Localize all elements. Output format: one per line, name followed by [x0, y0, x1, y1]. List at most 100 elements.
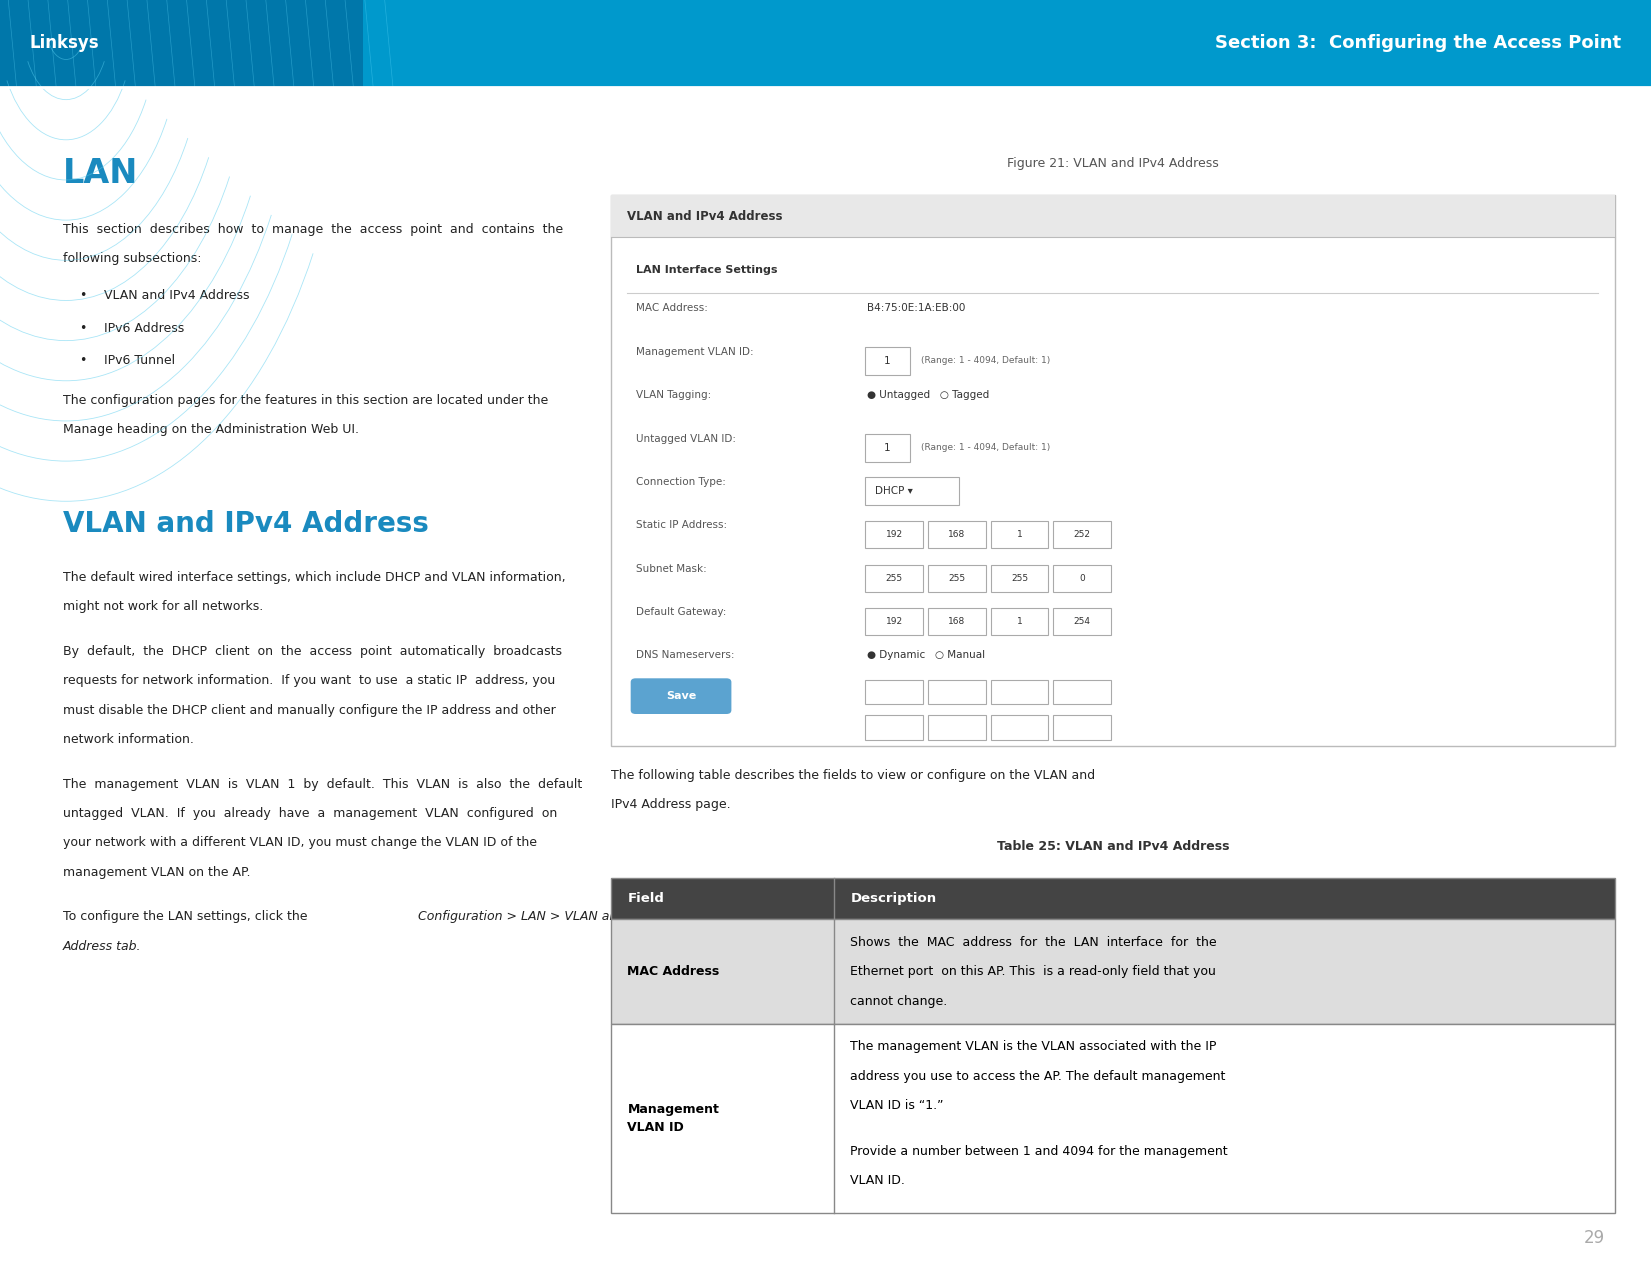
Text: MAC Address: MAC Address [627, 965, 720, 978]
Text: 254: 254 [1073, 617, 1091, 626]
Text: Section 3:  Configuring the Access Point: Section 3: Configuring the Access Point [1215, 34, 1621, 52]
FancyBboxPatch shape [611, 1024, 1615, 1213]
Text: B4:75:0E:1A:EB:00: B4:75:0E:1A:EB:00 [867, 303, 966, 314]
FancyBboxPatch shape [865, 521, 923, 548]
Text: VLAN ID.: VLAN ID. [850, 1174, 905, 1187]
Text: Save: Save [665, 691, 697, 701]
Text: DNS Nameservers:: DNS Nameservers: [636, 650, 735, 660]
FancyBboxPatch shape [0, 0, 363, 87]
Text: IPv6 Tunnel: IPv6 Tunnel [104, 354, 175, 367]
Text: MAC Address:: MAC Address: [636, 303, 708, 314]
FancyBboxPatch shape [928, 565, 986, 592]
FancyBboxPatch shape [928, 521, 986, 548]
Text: Shows  the  MAC  address  for  the  LAN  interface  for  the: Shows the MAC address for the LAN interf… [850, 936, 1217, 949]
Text: (Range: 1 - 4094, Default: 1): (Range: 1 - 4094, Default: 1) [921, 442, 1050, 453]
Text: VLAN and IPv4 Address: VLAN and IPv4 Address [63, 510, 429, 538]
Text: IPv4 Address page.: IPv4 Address page. [611, 798, 730, 811]
Text: The default wired interface settings, which include DHCP and VLAN information,: The default wired interface settings, wh… [63, 571, 565, 584]
Text: Table 25: VLAN and IPv4 Address: Table 25: VLAN and IPv4 Address [997, 840, 1228, 853]
Text: (Range: 1 - 4094, Default: 1): (Range: 1 - 4094, Default: 1) [921, 356, 1050, 366]
FancyBboxPatch shape [928, 608, 986, 635]
Text: Management
VLAN ID: Management VLAN ID [627, 1103, 720, 1133]
Text: DHCP ▾: DHCP ▾ [875, 486, 913, 496]
FancyBboxPatch shape [865, 477, 959, 505]
Text: 255: 255 [885, 574, 903, 583]
Text: Untagged VLAN ID:: Untagged VLAN ID: [636, 434, 736, 444]
FancyBboxPatch shape [631, 678, 731, 714]
FancyBboxPatch shape [991, 715, 1048, 740]
Text: Linksys: Linksys [30, 34, 99, 52]
Text: •: • [79, 354, 86, 367]
Text: VLAN ID is “1.”: VLAN ID is “1.” [850, 1099, 944, 1112]
Text: By  default,  the  DHCP  client  on  the  access  point  automatically  broadcas: By default, the DHCP client on the acces… [63, 645, 561, 658]
FancyBboxPatch shape [865, 680, 923, 704]
Text: Ethernet port  on this AP. This  is a read-only field that you: Ethernet port on this AP. This is a read… [850, 965, 1217, 978]
Text: 1: 1 [1017, 617, 1022, 626]
Text: 1: 1 [883, 356, 892, 366]
FancyBboxPatch shape [865, 347, 910, 375]
FancyBboxPatch shape [1053, 680, 1111, 704]
Text: Management VLAN ID:: Management VLAN ID: [636, 347, 753, 357]
FancyBboxPatch shape [928, 680, 986, 704]
Text: The  management  VLAN  is  VLAN  1  by  default.  This  VLAN  is  also  the  def: The management VLAN is VLAN 1 by default… [63, 778, 583, 790]
Text: •: • [79, 289, 86, 302]
Text: Default Gateway:: Default Gateway: [636, 607, 726, 617]
Text: ● Untagged   ○ Tagged: ● Untagged ○ Tagged [867, 390, 989, 400]
Text: 252: 252 [1073, 530, 1091, 539]
FancyBboxPatch shape [1053, 521, 1111, 548]
Text: LAN: LAN [63, 157, 139, 190]
Text: cannot change.: cannot change. [850, 994, 948, 1007]
Text: 168: 168 [948, 617, 966, 626]
Text: Manage heading on the Administration Web UI.: Manage heading on the Administration Web… [63, 423, 358, 436]
FancyBboxPatch shape [865, 565, 923, 592]
Text: ● Dynamic   ○ Manual: ● Dynamic ○ Manual [867, 650, 986, 660]
Text: IPv6 Address: IPv6 Address [104, 321, 185, 334]
Text: address you use to access the AP. The default management: address you use to access the AP. The de… [850, 1070, 1225, 1082]
Text: Configuration > LAN > VLAN and IPv4: Configuration > LAN > VLAN and IPv4 [418, 910, 655, 923]
FancyBboxPatch shape [611, 195, 1615, 237]
Text: following subsections:: following subsections: [63, 252, 201, 265]
Text: 29: 29 [1583, 1229, 1605, 1247]
FancyBboxPatch shape [991, 680, 1048, 704]
Text: Address tab.: Address tab. [63, 940, 142, 952]
Text: management VLAN on the AP.: management VLAN on the AP. [63, 866, 251, 878]
FancyBboxPatch shape [1053, 608, 1111, 635]
Text: •: • [79, 321, 86, 334]
FancyBboxPatch shape [865, 715, 923, 740]
Text: The configuration pages for the features in this section are located under the: The configuration pages for the features… [63, 394, 548, 407]
Text: 192: 192 [885, 617, 903, 626]
Text: The following table describes the fields to view or configure on the VLAN and: The following table describes the fields… [611, 769, 1095, 782]
FancyBboxPatch shape [611, 878, 1615, 919]
Text: Provide a number between 1 and 4094 for the management: Provide a number between 1 and 4094 for … [850, 1145, 1228, 1158]
Text: The management VLAN is the VLAN associated with the IP: The management VLAN is the VLAN associat… [850, 1040, 1217, 1053]
Text: 168: 168 [948, 530, 966, 539]
Text: To configure the LAN settings, click the: To configure the LAN settings, click the [63, 910, 312, 923]
Text: Static IP Address:: Static IP Address: [636, 520, 726, 530]
Text: VLAN Tagging:: VLAN Tagging: [636, 390, 712, 400]
FancyBboxPatch shape [991, 565, 1048, 592]
Text: Field: Field [627, 892, 664, 905]
FancyBboxPatch shape [991, 521, 1048, 548]
FancyBboxPatch shape [611, 195, 1615, 746]
Text: Figure 21: VLAN and IPv4 Address: Figure 21: VLAN and IPv4 Address [1007, 157, 1218, 170]
Text: untagged  VLAN.  If  you  already  have  a  management  VLAN  configured  on: untagged VLAN. If you already have a man… [63, 807, 556, 820]
Text: your network with a different VLAN ID, you must change the VLAN ID of the: your network with a different VLAN ID, y… [63, 836, 537, 849]
Text: 1: 1 [883, 442, 892, 453]
Text: 255: 255 [948, 574, 966, 583]
Text: Subnet Mask:: Subnet Mask: [636, 564, 707, 574]
FancyBboxPatch shape [865, 434, 910, 462]
FancyBboxPatch shape [0, 0, 1651, 87]
Text: network information.: network information. [63, 733, 193, 746]
Text: Connection Type:: Connection Type: [636, 477, 725, 487]
Text: VLAN and IPv4 Address: VLAN and IPv4 Address [104, 289, 249, 302]
Text: 192: 192 [885, 530, 903, 539]
FancyBboxPatch shape [1053, 565, 1111, 592]
FancyBboxPatch shape [928, 715, 986, 740]
Text: VLAN and IPv4 Address: VLAN and IPv4 Address [627, 209, 783, 223]
Text: must disable the DHCP client and manually configure the IP address and other: must disable the DHCP client and manuall… [63, 704, 555, 717]
Text: 0: 0 [1080, 574, 1085, 583]
Text: might not work for all networks.: might not work for all networks. [63, 601, 263, 613]
FancyBboxPatch shape [865, 608, 923, 635]
Text: Description: Description [850, 892, 936, 905]
Text: LAN Interface Settings: LAN Interface Settings [636, 265, 778, 275]
